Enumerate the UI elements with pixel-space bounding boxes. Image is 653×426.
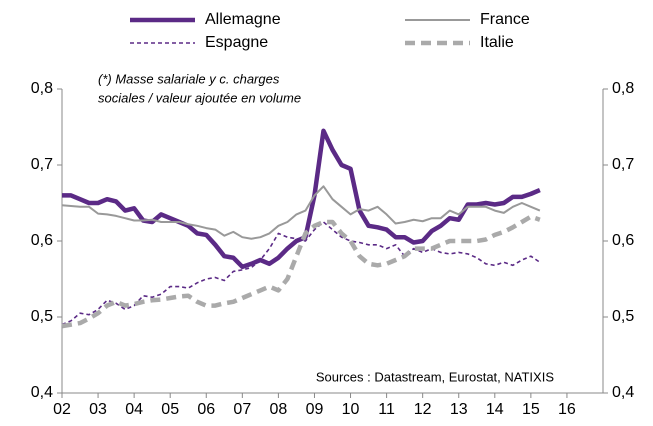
- x-tick-label: 11: [378, 401, 395, 418]
- annotation: sociales / valeur ajoutée en volume: [98, 90, 301, 105]
- y2-tick-label: 0,5: [612, 308, 634, 325]
- x-tick-label: 02: [53, 401, 71, 418]
- x-tick-label: 03: [89, 401, 107, 418]
- series-line: [61, 185, 541, 240]
- x-tick-label: 16: [558, 401, 576, 418]
- legend-label: Allemagne: [205, 11, 281, 28]
- x-tick-label: 10: [342, 401, 360, 418]
- y-tick-label: 0,8: [31, 80, 53, 97]
- y2-tick-label: 0,7: [612, 156, 634, 173]
- x-tick-label: 12: [414, 401, 432, 418]
- x-tick-label: 15: [522, 401, 540, 418]
- x-tick-label: 07: [233, 401, 251, 418]
- x-tick-label: 04: [125, 401, 143, 418]
- legend-label: Espagne: [205, 34, 268, 51]
- x-tick-label: 05: [161, 401, 179, 418]
- legend-label: France: [480, 11, 530, 28]
- y-tick-label: 0,6: [31, 232, 53, 249]
- x-tick-label: 09: [306, 401, 324, 418]
- x-tick-label: 08: [270, 401, 288, 418]
- series-line: [61, 221, 541, 326]
- legend-label: Italie: [480, 34, 514, 51]
- x-tick-label: 14: [486, 401, 504, 418]
- y2-tick-label: 0,8: [612, 80, 634, 97]
- annotation: (*) Masse salariale y c. charges: [98, 71, 280, 86]
- y-tick-label: 0,5: [31, 308, 53, 325]
- y2-tick-label: 0,4: [612, 384, 634, 401]
- source-note: Sources : Datastream, Eurostat, NATIXIS: [316, 369, 555, 384]
- y-tick-label: 0,7: [31, 156, 53, 173]
- x-tick-label: 13: [450, 401, 468, 418]
- y2-tick-label: 0,6: [612, 232, 634, 249]
- x-tick-label: 06: [197, 401, 215, 418]
- y-tick-label: 0,4: [31, 384, 53, 401]
- series-line: [61, 214, 541, 329]
